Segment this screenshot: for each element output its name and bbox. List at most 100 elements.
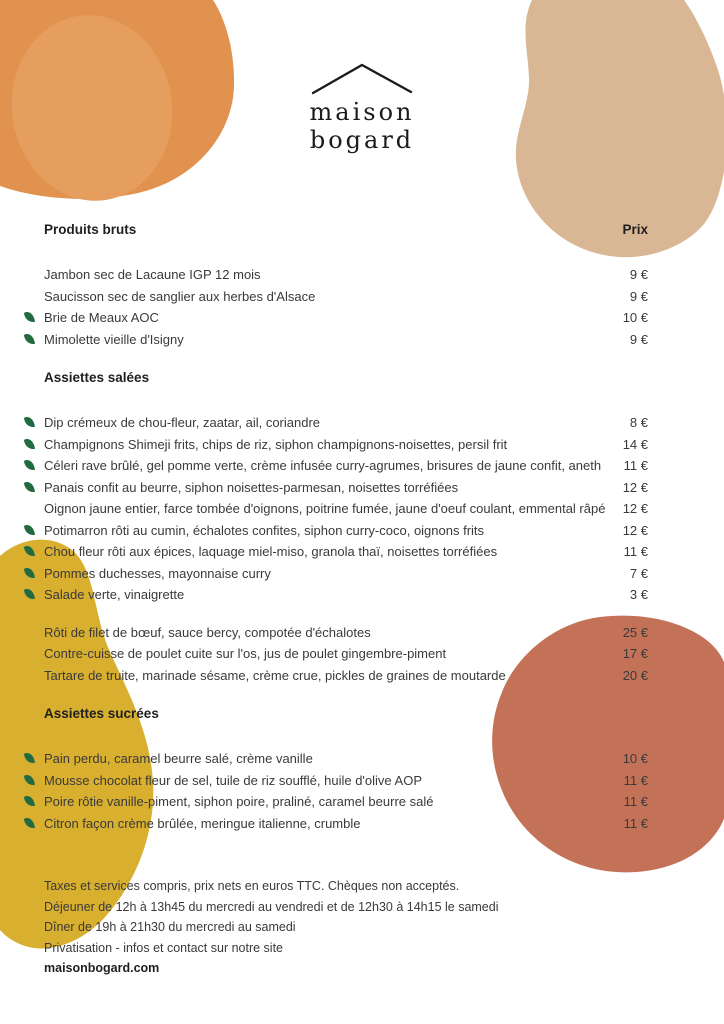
item-price: 9 € <box>629 331 648 347</box>
leaf-icon <box>23 588 36 600</box>
footer: Taxes et services compris, prix nets en … <box>44 876 648 979</box>
item-name: Citron façon crème brûlée, meringue ital… <box>44 815 361 831</box>
tan-blob <box>515 0 724 258</box>
item-name: Rôti de filet de bœuf, sauce bercy, comp… <box>44 624 371 640</box>
item-name: Salade verte, vinaigrette <box>44 587 185 603</box>
item-price: 9 € <box>629 288 648 304</box>
item-price: 12 € <box>622 501 648 517</box>
menu-header-row: Produits bruts Prix <box>44 222 648 240</box>
menu-item: Chou fleur rôti aux épices, laquage miel… <box>23 541 648 563</box>
leaf-icon <box>23 545 36 557</box>
menu-item: Tartare de truite, marinade sésame, crèm… <box>44 665 648 687</box>
menu-item: Champignons Shimeji frits, chips de riz,… <box>23 434 648 456</box>
leaf-icon <box>23 567 36 579</box>
menu-group: Rôti de filet de bœuf, sauce bercy, comp… <box>44 622 648 687</box>
item-name: Contre-cuisse de poulet cuite sur l'os, … <box>44 646 447 662</box>
item-name: Dip crémeux de chou-fleur, zaatar, ail, … <box>44 415 321 431</box>
item-price: 10 € <box>622 751 648 767</box>
menu-item: Pommes duchesses, mayonnaise curry 7 € <box>23 563 648 585</box>
leaf-icon <box>23 333 36 345</box>
menu-item: Oignon jaune entier, farce tombée d'oign… <box>44 498 648 520</box>
item-price: 12 € <box>622 522 648 538</box>
item-name: Pommes duchesses, mayonnaise curry <box>44 565 271 581</box>
menu-item: Rôti de filet de bœuf, sauce bercy, comp… <box>44 622 648 644</box>
menu-item: Salade verte, vinaigrette 3 € <box>23 584 648 606</box>
leaf-icon <box>23 311 36 323</box>
section-title: Assiettes salées <box>44 370 150 385</box>
roof-icon <box>311 63 413 95</box>
menu-item: Céleri rave brûlé, gel pomme verte, crèm… <box>23 455 648 477</box>
price-column-label: Prix <box>622 222 648 237</box>
item-price: 11 € <box>623 772 648 788</box>
item-name: Panais confit au beurre, siphon noisette… <box>44 479 459 495</box>
item-name: Chou fleur rôti aux épices, laquage miel… <box>44 544 498 560</box>
leaf-icon <box>23 817 36 829</box>
item-name: Tartare de truite, marinade sésame, crèm… <box>44 667 506 683</box>
menu-item: Contre-cuisse de poulet cuite sur l'os, … <box>44 643 648 665</box>
leaf-icon <box>23 459 36 471</box>
item-price: 7 € <box>629 565 648 581</box>
website-url: maisonbogard.com <box>44 961 160 975</box>
menu-item: Saucisson sec de sanglier aux herbes d'A… <box>44 286 648 308</box>
leaf-icon <box>23 481 36 493</box>
item-name: Brie de Meaux AOC <box>44 310 159 326</box>
item-name: Mimolette vieille d'Isigny <box>44 331 184 347</box>
leaf-icon <box>23 416 36 428</box>
item-price: 9 € <box>629 267 648 283</box>
menu-item: Mousse chocolat fleur de sel, tuile de r… <box>23 770 648 792</box>
logo-name-line2: bogard <box>309 126 415 154</box>
item-name: Poire rôtie vanille-piment, siphon poire… <box>44 794 434 810</box>
leaf-icon <box>23 752 36 764</box>
menu-item: Panais confit au beurre, siphon noisette… <box>23 477 648 499</box>
item-name: Mousse chocolat fleur de sel, tuile de r… <box>44 772 423 788</box>
footer-line: Déjeuner de 12h à 13h45 du mercredi au v… <box>44 899 499 914</box>
menu-item: Citron façon crème brûlée, meringue ital… <box>23 813 648 835</box>
item-price: 14 € <box>622 436 648 452</box>
menu-body: Jambon sec de Lacaune IGP 12 mois 9 € Sauc… <box>23 264 648 835</box>
logo-name-line1: maison <box>309 98 415 126</box>
yellow-blob <box>0 539 154 949</box>
menu-group: Pain perdu, caramel beurre salé, crème v… <box>23 748 648 835</box>
menu-item: Jambon sec de Lacaune IGP 12 mois 9 € <box>44 264 648 286</box>
logo: maison bogard <box>0 62 724 154</box>
footer-line: Dîner de 19h à 21h30 du mercredi au same… <box>44 920 296 934</box>
item-price: 3 € <box>629 587 648 603</box>
item-name: Jambon sec de Lacaune IGP 12 mois <box>44 267 261 283</box>
footer-line: Privatisation - infos et contact sur not… <box>44 940 283 955</box>
item-name: Oignon jaune entier, farce tombée d'oign… <box>44 501 606 517</box>
menu-item: Brie de Meaux AOC 10 € <box>23 307 648 329</box>
menu-item: Potimarron rôti au cumin, échalotes conf… <box>23 520 648 542</box>
item-price: 25 € <box>622 624 648 640</box>
item-price: 11 € <box>623 815 648 831</box>
footer-line: Taxes et services compris, prix nets en … <box>44 879 460 893</box>
terracotta-blob <box>492 615 724 873</box>
footer-lines: Taxes et services compris, prix nets en … <box>44 876 648 958</box>
item-price: 10 € <box>622 310 648 326</box>
item-price: 11 € <box>623 458 648 474</box>
item-price: 20 € <box>622 667 648 683</box>
menu-item: Pain perdu, caramel beurre salé, crème v… <box>23 748 648 770</box>
orange-blob-inner <box>11 15 173 201</box>
item-price: 12 € <box>622 479 648 495</box>
item-price: 17 € <box>622 646 648 662</box>
item-name: Champignons Shimeji frits, chips de riz,… <box>44 436 508 452</box>
section-title-produits-bruts: Produits bruts <box>44 222 137 237</box>
leaf-icon <box>23 774 36 786</box>
menu-item: Poire rôtie vanille-piment, siphon poire… <box>23 791 648 813</box>
item-name: Céleri rave brûlé, gel pomme verte, crèm… <box>44 458 602 474</box>
item-price: 8 € <box>629 415 648 431</box>
menu-item: Dip crémeux de chou-fleur, zaatar, ail, … <box>23 412 648 434</box>
leaf-icon <box>23 795 36 807</box>
menu-item: Mimolette vieille d'Isigny 9 € <box>23 329 648 351</box>
item-price: 11 € <box>623 794 648 810</box>
item-price: 11 € <box>623 544 648 560</box>
leaf-icon <box>23 438 36 450</box>
item-name: Pain perdu, caramel beurre salé, crème v… <box>44 751 313 767</box>
item-name: Saucisson sec de sanglier aux herbes d'A… <box>44 288 316 304</box>
menu-group: Dip crémeux de chou-fleur, zaatar, ail, … <box>23 412 648 606</box>
section-title: Assiettes sucrées <box>44 706 159 721</box>
menu-group: Jambon sec de Lacaune IGP 12 mois 9 € Sauc… <box>23 264 648 351</box>
menu-content: Produits bruts Prix Jambon sec de Lacaun… <box>23 222 648 979</box>
